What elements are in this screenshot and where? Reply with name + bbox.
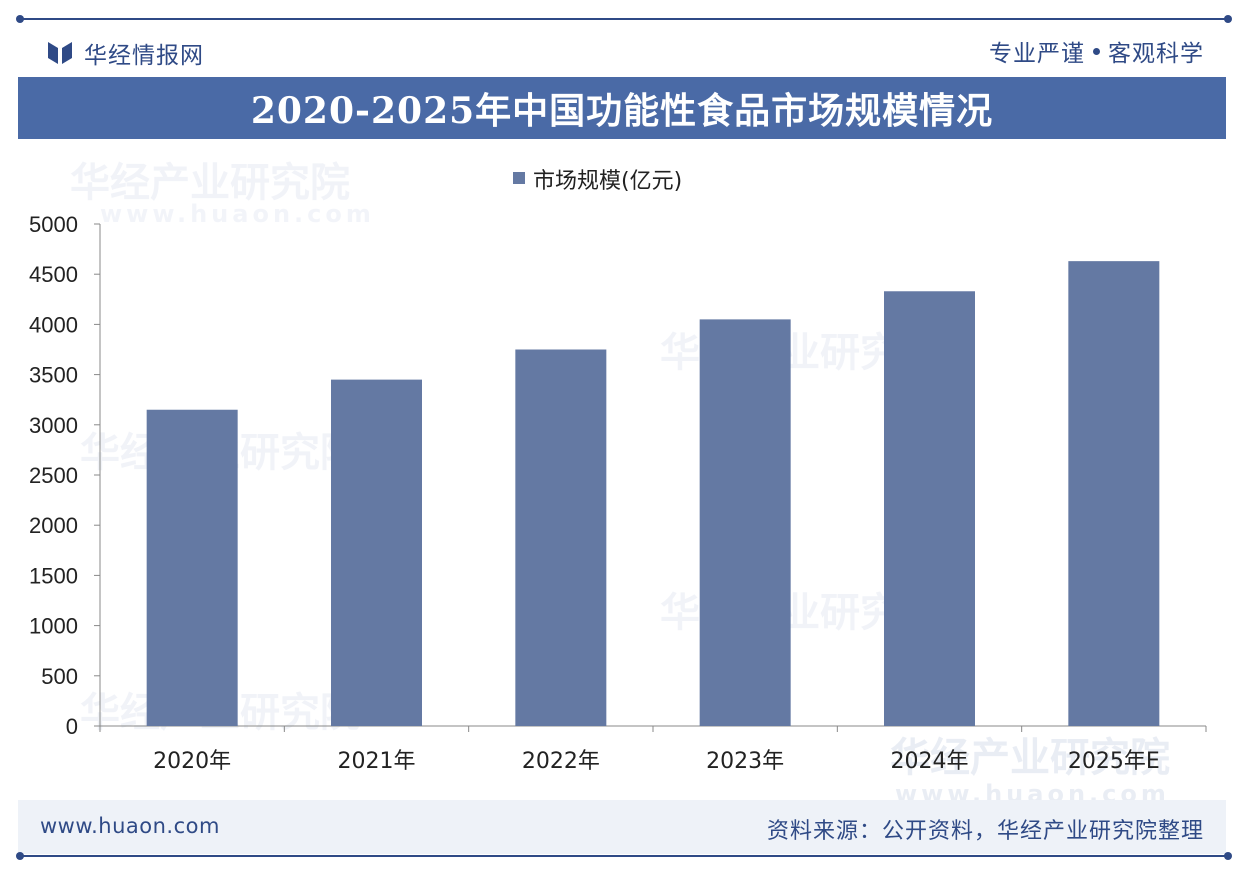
bar [884,291,975,726]
y-tick-label: 1000 [29,614,78,639]
bottom-right-dot [1224,852,1232,860]
x-tick-label: 2024年 [891,749,969,774]
chart-area: 市场规模(亿元) 0 500 1000 1500 2000 2500 3000 3500 4000… [0,140,1252,800]
y-tick-label: 500 [41,664,78,689]
legend-swatch [513,172,525,184]
footer: www.huaon.com 资料来源：公开资料，华经产业研究院整理 [18,800,1226,854]
y-tick-label: 4000 [29,312,78,337]
bottom-border-line [20,855,1230,857]
y-tick-label: 4500 [29,262,78,287]
legend-label: 市场规模(亿元) [533,169,682,194]
y-tick-label: 5000 [29,212,78,237]
top-border-line [20,18,1230,20]
bar [515,349,607,726]
slogan-right: 客观科学 [1108,41,1204,67]
bar [146,409,238,726]
x-tick-label: 2022年 [522,749,600,774]
title-band: 2020-2025年中国功能性食品市场规模情况 [18,77,1226,139]
chart-title: 2020-2025年中国功能性食品市场规模情况 [250,90,994,132]
y-tick-label: 0 [66,714,78,739]
slogan-left: 专业严谨 [989,41,1085,67]
y-tick-label: 2500 [29,463,78,488]
logo: 华经情报网 [46,36,204,70]
footer-source: 资料来源：公开资料，华经产业研究院整理 [766,819,1204,844]
y-tick-label: 3500 [29,363,78,388]
bar [331,379,422,726]
x-tick-label: 2023年 [706,749,784,774]
x-tick-label: 2025年E [1068,749,1160,774]
huajing-logo-icon [48,42,72,64]
slogan-dot [1093,47,1100,55]
top-right-dot [1224,15,1232,23]
header: 华经情报网 专业严谨 客观科学 [20,22,1230,74]
y-tick-label: 1500 [29,563,78,588]
x-tick-label: 2021年 [338,749,416,774]
brand-name: 华经情报网 [84,43,204,69]
x-tick-label: 2020年 [153,749,231,774]
bar-chart: 市场规模(亿元) 0 500 1000 1500 2000 2500 3000 3500 4000… [29,169,1207,774]
y-tick-label: 3000 [29,413,78,438]
bar [699,319,791,726]
top-left-dot [16,15,24,23]
bottom-left-dot [16,852,24,860]
footer-website[interactable]: www.huaon.com [40,814,220,838]
y-tick-label: 2000 [29,513,78,538]
slogan: 专业严谨 客观科学 [989,34,1204,68]
bar [1068,261,1160,726]
